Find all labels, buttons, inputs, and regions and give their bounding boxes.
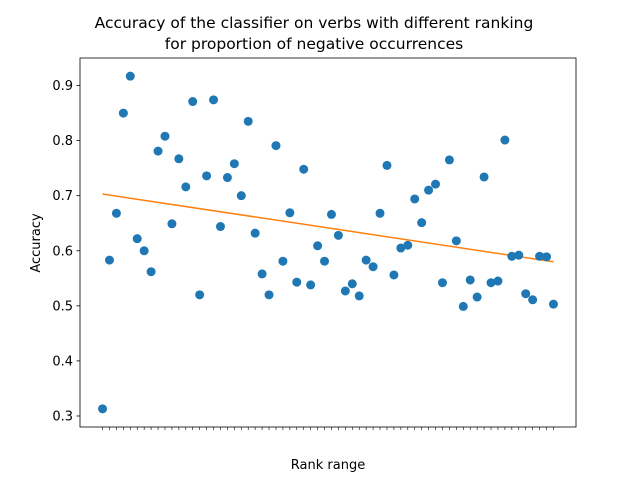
data-point xyxy=(306,280,316,290)
data-point xyxy=(521,289,531,299)
data-point xyxy=(236,191,246,201)
data-point xyxy=(209,95,219,105)
data-point xyxy=(299,164,309,174)
data-point xyxy=(160,131,170,141)
y-tick-label: 0.6 xyxy=(52,244,73,259)
data-point xyxy=(354,291,364,301)
data-point xyxy=(368,262,378,272)
data-point xyxy=(326,209,336,219)
data-point xyxy=(396,243,406,253)
data-point xyxy=(125,71,135,81)
data-point xyxy=(458,301,468,311)
data-point xyxy=(98,404,108,414)
x-axis-ticks xyxy=(102,427,554,430)
data-point xyxy=(472,292,482,302)
y-axis-label: Accuracy xyxy=(29,213,44,273)
data-point xyxy=(250,228,260,238)
y-tick-label: 0.4 xyxy=(52,354,73,369)
data-point xyxy=(431,179,441,189)
data-point xyxy=(285,208,295,218)
data-point xyxy=(347,279,357,289)
data-point xyxy=(486,278,496,288)
data-point xyxy=(229,159,239,169)
data-point xyxy=(542,252,552,262)
plot-area xyxy=(80,58,576,427)
data-point xyxy=(548,299,558,309)
data-point xyxy=(493,276,503,286)
data-points xyxy=(98,71,558,414)
data-point xyxy=(278,256,288,266)
y-axis-ticks: 0.3 0.4 0.5 0.6 0.7 0.8 0.9 xyxy=(52,79,80,424)
y-tick-label: 0.9 xyxy=(52,79,73,94)
data-point xyxy=(382,160,392,170)
data-point xyxy=(257,269,267,279)
data-point xyxy=(215,222,225,232)
data-point xyxy=(167,219,177,229)
data-point xyxy=(424,185,434,195)
data-point xyxy=(417,218,427,228)
data-point xyxy=(153,146,163,156)
data-point xyxy=(174,154,184,164)
data-point xyxy=(375,208,385,218)
data-point xyxy=(410,194,420,204)
data-point xyxy=(479,172,489,182)
chart-title-line2: for proportion of negative occurrences xyxy=(165,35,463,53)
data-point xyxy=(181,182,191,192)
data-point xyxy=(389,270,399,280)
data-point xyxy=(195,290,205,300)
data-point xyxy=(264,290,274,300)
data-point xyxy=(292,277,302,287)
data-point xyxy=(514,250,524,260)
y-tick-label: 0.3 xyxy=(52,409,73,424)
data-point xyxy=(500,135,510,145)
trend-line xyxy=(102,193,554,263)
data-point xyxy=(361,255,371,265)
data-point xyxy=(333,230,343,240)
data-point xyxy=(403,240,413,250)
data-point xyxy=(451,236,461,246)
data-point xyxy=(188,97,198,107)
x-axis-label: Rank range xyxy=(291,458,365,473)
y-tick-label: 0.8 xyxy=(52,134,73,149)
data-point xyxy=(104,255,114,265)
data-point xyxy=(528,295,538,305)
data-point xyxy=(507,251,517,261)
data-point xyxy=(535,251,545,261)
data-point xyxy=(222,173,232,183)
data-point xyxy=(465,275,475,285)
data-point xyxy=(111,208,121,218)
data-point xyxy=(146,267,156,277)
y-tick-label: 0.7 xyxy=(52,189,73,204)
data-point xyxy=(118,108,128,118)
data-point xyxy=(313,241,323,251)
data-point xyxy=(444,155,454,165)
plot-frame xyxy=(79,57,577,428)
data-point xyxy=(340,286,350,296)
data-point xyxy=(271,141,281,151)
chart-title-line1: Accuracy of the classifier on verbs with… xyxy=(95,14,534,32)
y-tick-label: 0.5 xyxy=(52,299,73,314)
data-point xyxy=(320,256,330,266)
data-point xyxy=(132,234,142,244)
data-point xyxy=(437,278,447,288)
data-point xyxy=(243,116,253,126)
data-point xyxy=(139,246,149,256)
data-point xyxy=(202,171,212,181)
